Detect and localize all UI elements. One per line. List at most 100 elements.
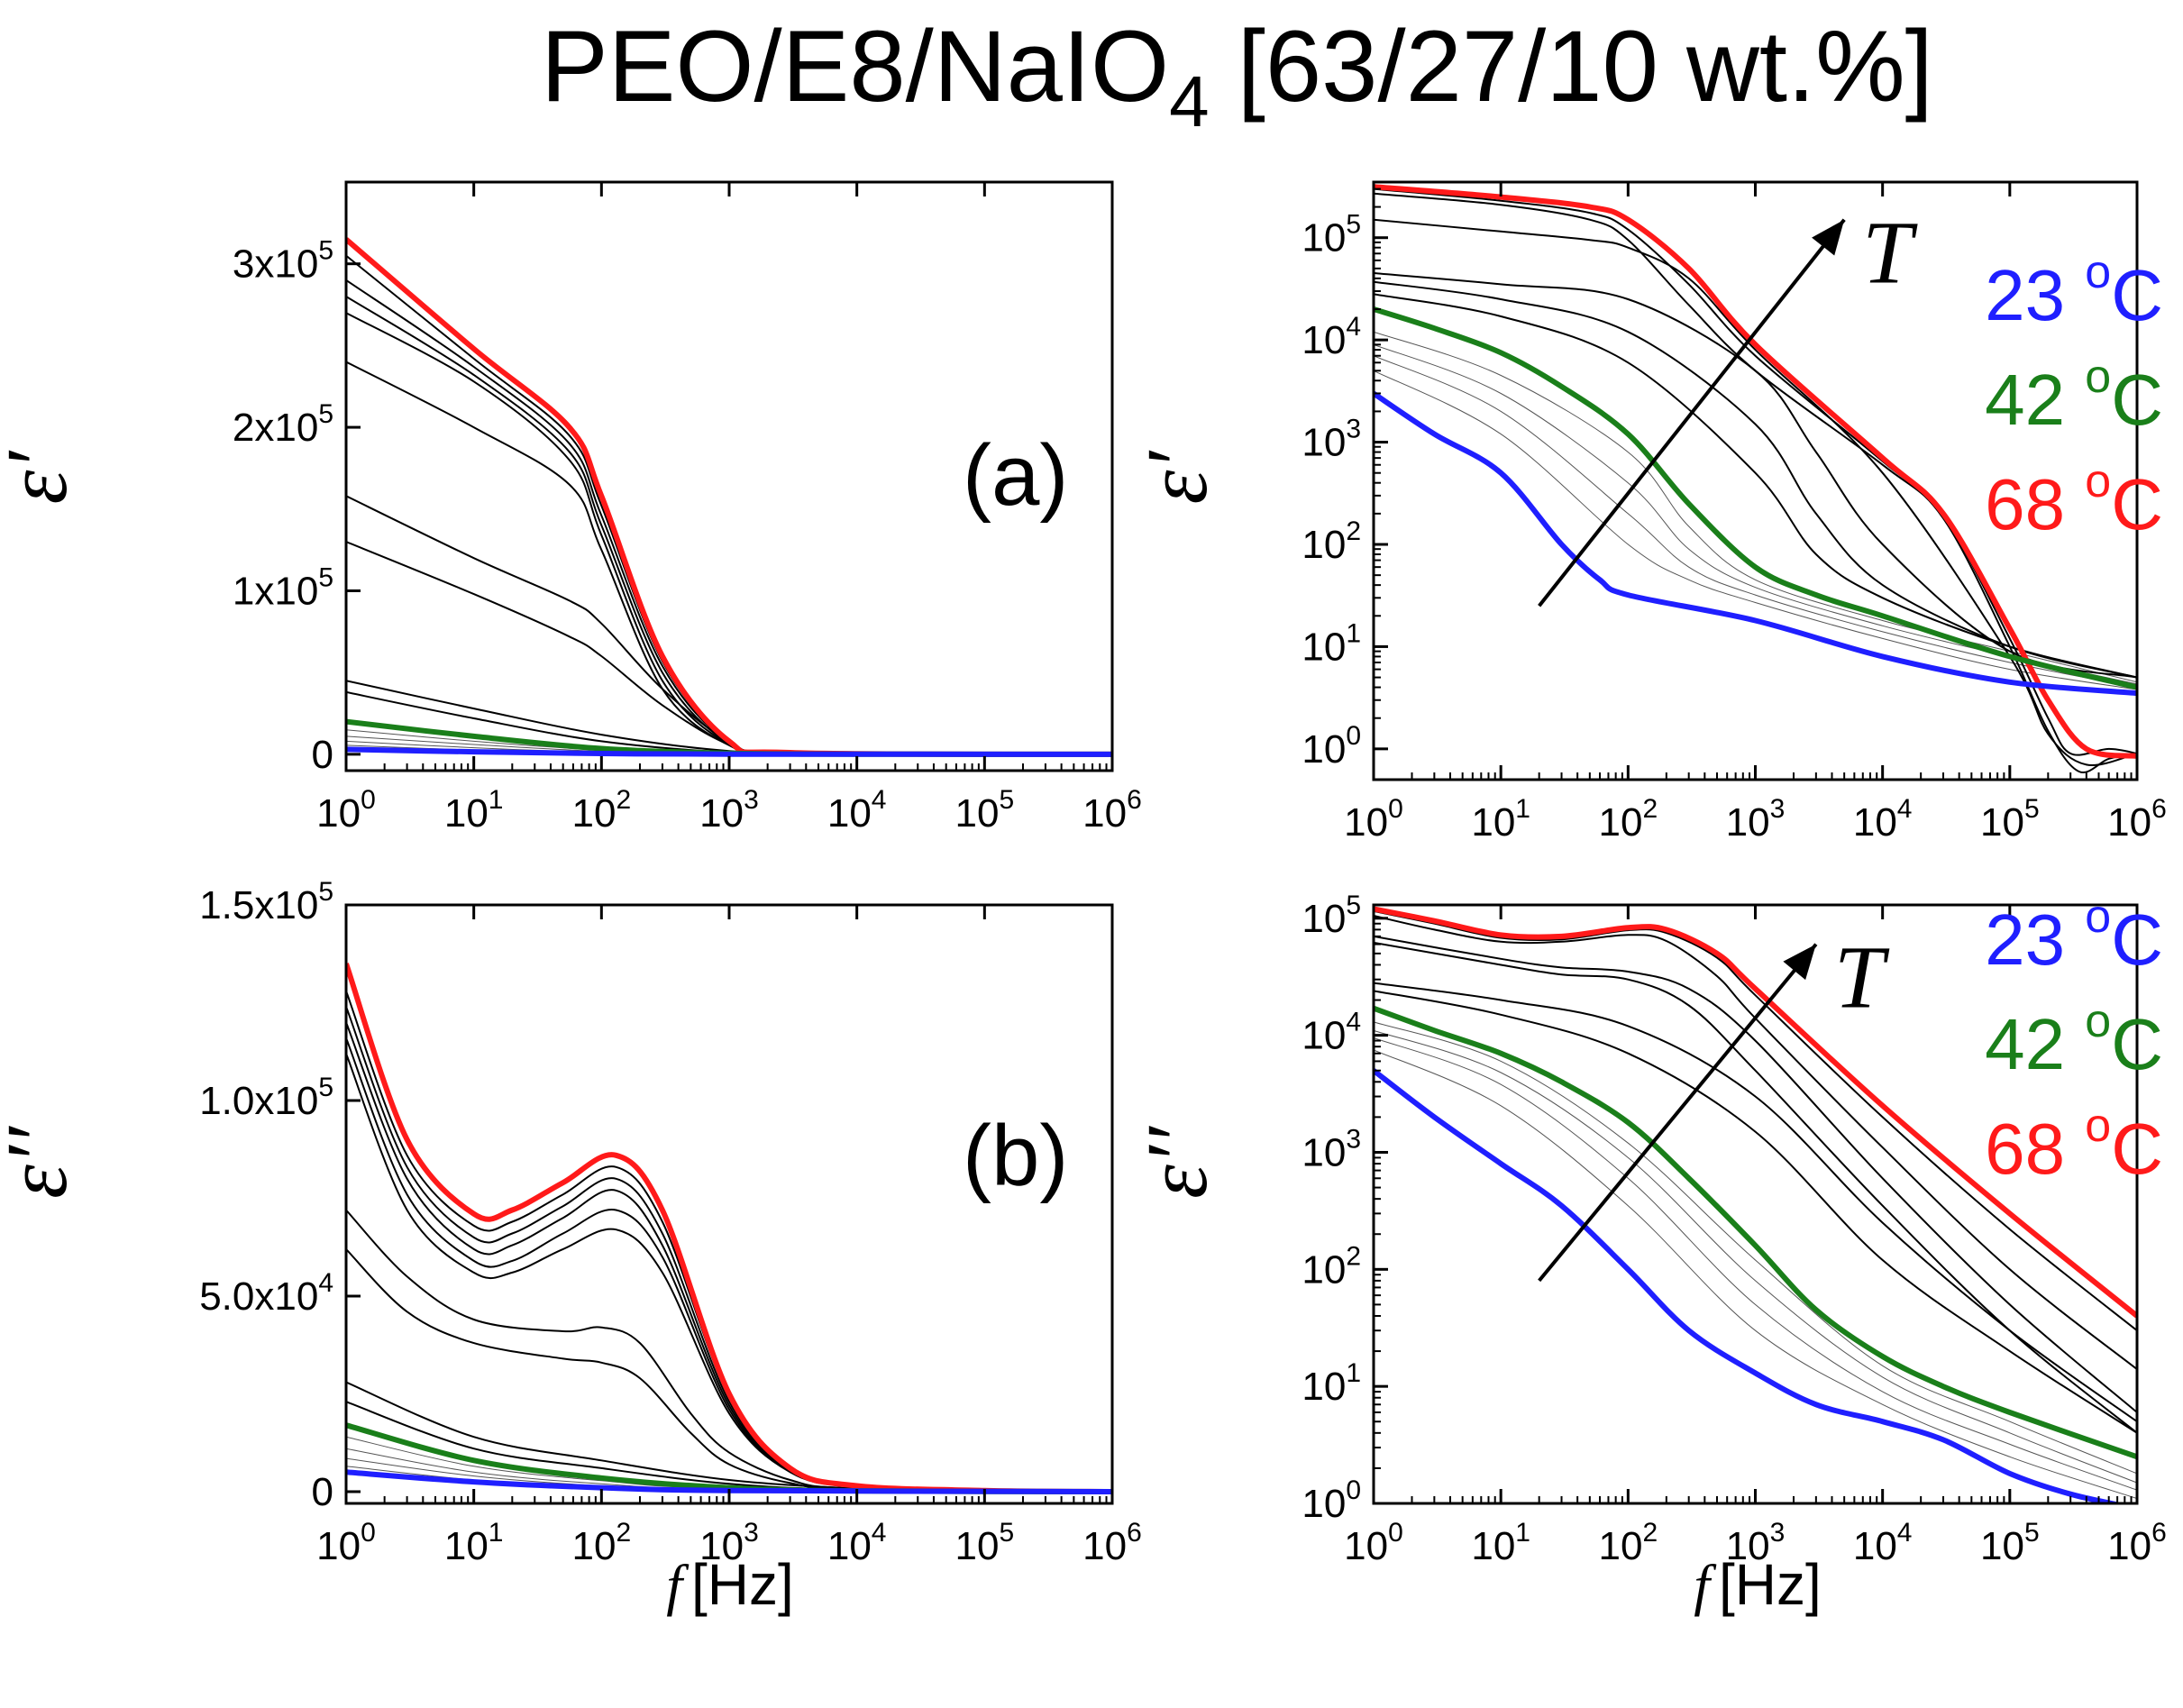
x-tick-label: 102 <box>1599 1518 1658 1568</box>
title-rest: [63/27/10 wt.%] <box>1210 10 1933 123</box>
series-line-23-c <box>346 1469 1112 1494</box>
y-tick-label: 1.5x105 <box>199 877 333 927</box>
series-line-t8 <box>346 541 1112 755</box>
x-tick-label: 102 <box>1599 794 1658 845</box>
arrow-head-icon <box>1783 944 1816 981</box>
x-tick-label: 102 <box>572 1518 632 1568</box>
series-group <box>346 237 1112 757</box>
x-tick-label: 102 <box>572 785 632 836</box>
y-tick-label: 3x105 <box>233 236 333 287</box>
x-tick-label: 103 <box>699 1518 759 1568</box>
x-tick-label: 106 <box>2107 1518 2167 1568</box>
series-line-t10 <box>1374 1037 2137 1491</box>
x-tick-label: 105 <box>1980 794 2040 845</box>
title-subscript: 4 <box>1169 61 1210 142</box>
series-group <box>346 963 1112 1494</box>
y-tick-label: 2x105 <box>233 399 333 450</box>
series-line-23-c <box>346 746 1112 757</box>
y-axis-label: ε′ <box>0 450 85 505</box>
y-tick-label: 103 <box>1302 1124 1361 1174</box>
series-line-23-c <box>1374 1068 2125 1503</box>
x-tick-label: 100 <box>1344 794 1403 845</box>
y-tick-label: 100 <box>1302 1475 1361 1526</box>
series-line-23-c <box>1374 391 2137 697</box>
series-line-t2 <box>1374 187 2137 756</box>
temperature-arrow <box>1538 943 1818 1283</box>
series-line-t5 <box>1374 941 2137 1434</box>
chart-panel-1: 100 101 102 103 104 105 106 0 1x105 2x105 3x105 ε′ (… <box>0 180 1142 836</box>
series-line-68-c <box>346 963 1112 1494</box>
x-tick-label: 106 <box>2107 794 2167 845</box>
x-tick-label: 103 <box>1726 1518 1786 1568</box>
series-group <box>1374 184 2137 774</box>
x-tick-label: 105 <box>955 1518 1015 1568</box>
legend-entry: 42 oC <box>1985 995 2163 1084</box>
y-tick-label: 104 <box>1302 1008 1361 1058</box>
title-main: PEO/E8/NaIO <box>541 10 1169 123</box>
x-tick-label: 101 <box>444 1518 504 1568</box>
chart-panel-2: 100 101 102 103 104 105 106 0 5.0x104 1.0x105 1.5x… <box>0 877 1142 1617</box>
x-tick-label: 103 <box>699 785 759 836</box>
y-tick-label: 101 <box>1302 618 1361 669</box>
y-tick-label: 105 <box>1302 891 1361 941</box>
y-tick-label: 104 <box>1302 312 1361 362</box>
series-line-t3 <box>1374 915 2137 1370</box>
series-line-t5 <box>346 312 1112 755</box>
y-tick-label: 5.0x104 <box>199 1268 333 1319</box>
arrow-label: T <box>1862 203 1918 303</box>
y-tick-label: 1.0x105 <box>199 1073 333 1123</box>
x-tick-label: 103 <box>1726 794 1786 845</box>
series-line-t11 <box>1374 1049 2137 1500</box>
series-line-t4 <box>1374 218 2137 767</box>
legend-entry: 23 oC <box>1985 246 2163 335</box>
x-tick-label: 105 <box>1980 1518 2040 1568</box>
y-tick-label: 0 <box>312 733 333 777</box>
y-tick-label: 102 <box>1302 516 1361 567</box>
y-axis-label: ε′ <box>1128 450 1225 505</box>
series-line-t3 <box>346 1006 1112 1493</box>
legend-entry: 68 oC <box>1985 455 2163 544</box>
series-line-t6 <box>1374 280 2137 679</box>
y-tick-label: 101 <box>1302 1358 1361 1409</box>
series-line-t8 <box>1374 1021 2137 1475</box>
x-tick-label: 101 <box>1471 1518 1530 1568</box>
x-tick-label: 104 <box>827 1518 887 1568</box>
x-tick-label: 104 <box>827 785 887 836</box>
x-tick-label: 100 <box>1344 1518 1403 1568</box>
series-line-t4 <box>1374 935 2137 1413</box>
series-line-68-c <box>1374 906 2137 1319</box>
legend-entry: 42 oC <box>1985 351 2163 440</box>
x-tick-label: 101 <box>1471 794 1530 845</box>
legend-entry: 23 oC <box>1985 891 2163 980</box>
legend-entry: 68 oC <box>1985 1100 2163 1189</box>
y-tick-label: 1x105 <box>233 562 333 613</box>
series-line-t10 <box>1374 355 2137 689</box>
x-tick-label: 105 <box>955 785 1015 836</box>
series-line-t4 <box>346 1021 1112 1493</box>
series-line-t2 <box>1374 909 2137 1331</box>
panel-label: (a) <box>963 427 1068 524</box>
chart-panel-4: 100 101 102 103 104 105 106 100 101 102 103 104 105 ε… <box>1128 891 2167 1617</box>
series-line-t5 <box>1374 272 2137 679</box>
series-line-t4 <box>346 296 1112 755</box>
temperature-arrow <box>1538 218 1846 607</box>
x-tick-label: 106 <box>1082 785 1142 836</box>
y-tick-label: 103 <box>1302 415 1361 465</box>
x-tick-label: 101 <box>444 785 504 836</box>
x-tick-label: 100 <box>316 785 376 836</box>
series-line-t3 <box>1374 192 2137 774</box>
y-tick-label: 0 <box>312 1470 333 1514</box>
series-line-t8 <box>1374 331 2137 683</box>
y-tick-label: 105 <box>1302 210 1361 260</box>
series-line-42-c <box>1374 306 2137 690</box>
y-tick-label: 100 <box>1302 721 1361 772</box>
series-line-42-c <box>1374 1005 2137 1460</box>
x-tick-label: 104 <box>1853 1518 1913 1568</box>
figure-title: PEO/E8/NaIO4 [63/27/10 wt.%] <box>541 10 1933 142</box>
panel-label: (b) <box>963 1108 1068 1204</box>
x-tick-label: 104 <box>1853 794 1913 845</box>
series-line-68-c <box>1374 184 2137 759</box>
x-axis-label: f [Hz] <box>1694 1552 1822 1617</box>
y-axis-label: ε′′ <box>1128 1125 1225 1199</box>
